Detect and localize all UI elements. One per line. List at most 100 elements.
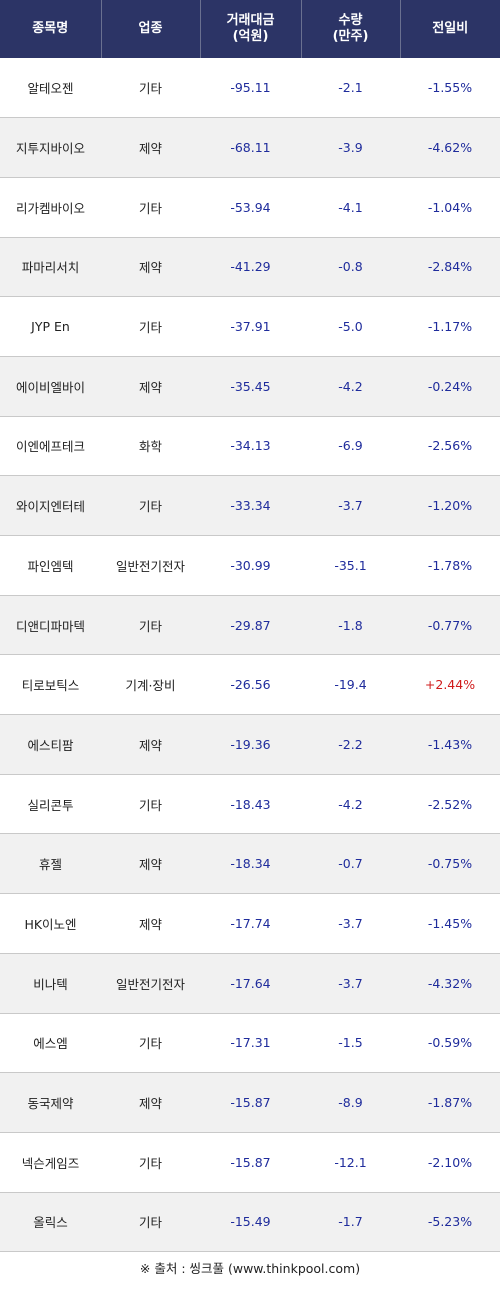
change-cell: -1.45% [400,893,500,954]
stock-name-cell: 지투지바이오 [0,117,101,178]
stock-name-cell: 이엔에프테크 [0,416,101,477]
stock-name-cell: 에스엠 [0,1013,101,1074]
sector-cell: 제약 [101,893,200,954]
quantity-cell: -1.7 [301,1192,400,1253]
stock-table-container: 종목명 업종 거래대금 (억원) 수량 (만주) 전일비 알테오젠 기타 -95.1… [0,0,500,1276]
sector-cell: 기타 [101,595,200,656]
table-row: 알테오젠 기타 -95.11 -2.1 -1.55% [0,58,500,119]
quantity-cell: -3.9 [301,117,400,178]
table-row: 리가켐바이오 기타 -53.94 -4.1 -1.04% [0,177,500,238]
stock-name-cell: 디앤디파마텍 [0,595,101,656]
table-row: JYP En 기타 -37.91 -5.0 -1.17% [0,296,500,357]
table-row: 동국제약 제약 -15.87 -8.9 -1.87% [0,1072,500,1133]
change-cell: -0.59% [400,1013,500,1074]
stock-name-cell: 올릭스 [0,1192,101,1253]
header-stock-name: 종목명 [0,0,101,58]
change-cell: -2.84% [400,237,500,298]
sector-cell: 화학 [101,416,200,477]
table-row: 휴젤 제약 -18.34 -0.7 -0.75% [0,833,500,895]
stock-name-cell: HK이노엔 [0,893,101,954]
trade-amount-cell: -37.91 [200,296,301,357]
quantity-cell: -35.1 [301,535,400,596]
quantity-cell: -0.8 [301,237,400,298]
sector-cell: 기계·장비 [101,654,200,716]
change-cell: -0.75% [400,833,500,895]
quantity-cell: -4.2 [301,356,400,417]
stock-table: 종목명 업종 거래대금 (억원) 수량 (만주) 전일비 알테오젠 기타 -95.1… [0,0,500,1253]
sector-cell: 제약 [101,117,200,178]
trade-amount-cell: -15.49 [200,1192,301,1253]
sector-cell: 기타 [101,1132,200,1193]
stock-name-cell: 에스티팜 [0,714,101,775]
trade-amount-cell: -30.99 [200,535,301,596]
sector-cell: 제약 [101,833,200,895]
quantity-cell: -1.8 [301,595,400,656]
quantity-cell: -6.9 [301,416,400,477]
change-cell: -2.56% [400,416,500,477]
stock-name-cell: 넥슨게임즈 [0,1132,101,1193]
sector-cell: 제약 [101,356,200,417]
trade-amount-cell: -33.34 [200,475,301,536]
change-cell: -1.55% [400,58,500,119]
table-row: 파인엠텍 일반전기전자 -30.99 -35.1 -1.78% [0,535,500,596]
sector-cell: 기타 [101,296,200,357]
table-header: 종목명 업종 거래대금 (억원) 수량 (만주) 전일비 [0,0,500,58]
quantity-cell: -1.5 [301,1013,400,1074]
change-cell: -4.32% [400,953,500,1014]
change-cell: -5.23% [400,1192,500,1253]
table-row: 파마리서치 제약 -41.29 -0.8 -2.84% [0,237,500,298]
trade-amount-cell: -41.29 [200,237,301,298]
sector-cell: 제약 [101,714,200,775]
table-body: 알테오젠 기타 -95.11 -2.1 -1.55% 지투지바이오 제약 -68.11 -3.9… [0,58,500,1253]
change-cell: -0.24% [400,356,500,417]
stock-name-cell: 티로보틱스 [0,654,101,716]
change-cell: -2.52% [400,774,500,835]
table-row: 에스티팜 제약 -19.36 -2.2 -1.43% [0,714,500,775]
trade-amount-cell: -26.56 [200,654,301,716]
quantity-cell: -8.9 [301,1072,400,1133]
sector-cell: 기타 [101,1192,200,1253]
trade-amount-cell: -18.43 [200,774,301,835]
table-row: 실리콘투 기타 -18.43 -4.2 -2.52% [0,774,500,835]
table-row: 디앤디파마텍 기타 -29.87 -1.8 -0.77% [0,595,500,656]
quantity-cell: -12.1 [301,1132,400,1193]
trade-amount-cell: -34.13 [200,416,301,477]
change-cell: -2.10% [400,1132,500,1193]
table-row: 올릭스 기타 -15.49 -1.7 -5.23% [0,1192,500,1253]
header-trade-amount-unit: (억원) [232,29,269,44]
source-note: ※ 출처 : 씽크풀 (www.thinkpool.com) [139,1261,361,1276]
stock-name-cell: JYP En [0,296,101,357]
stock-name-cell: 비나텍 [0,953,101,1014]
table-row: 에이비엘바이 제약 -35.45 -4.2 -0.24% [0,356,500,417]
sector-cell: 기타 [101,774,200,835]
change-cell: -1.87% [400,1072,500,1133]
quantity-cell: -19.4 [301,654,400,716]
table-row: HK이노엔 제약 -17.74 -3.7 -1.45% [0,893,500,954]
header-trade-amount: 거래대금 (억원) [199,0,301,58]
trade-amount-cell: -19.36 [200,714,301,775]
change-cell: +2.44% [400,654,500,716]
sector-cell: 제약 [101,237,200,298]
change-cell: -4.62% [400,117,500,178]
quantity-cell: -2.1 [301,58,400,119]
table-row: 비나텍 일반전기전자 -17.64 -3.7 -4.32% [0,953,500,1014]
trade-amount-cell: -35.45 [200,356,301,417]
stock-name-cell: 리가켐바이오 [0,177,101,238]
header-trade-amount-label: 거래대금 [226,13,275,28]
sector-cell: 기타 [101,475,200,536]
trade-amount-cell: -95.11 [200,58,301,119]
trade-amount-cell: -29.87 [200,595,301,656]
sector-cell: 기타 [101,177,200,238]
quantity-cell: -4.1 [301,177,400,238]
sector-cell: 제약 [101,1072,200,1133]
quantity-cell: -3.7 [301,893,400,954]
trade-amount-cell: -15.87 [200,1132,301,1193]
quantity-cell: -3.7 [301,475,400,536]
change-cell: -1.17% [400,296,500,357]
quantity-cell: -0.7 [301,833,400,895]
change-cell: -1.20% [400,475,500,536]
change-cell: -1.43% [400,714,500,775]
trade-amount-cell: -17.74 [200,893,301,954]
change-cell: -1.78% [400,535,500,596]
table-row: 넥슨게임즈 기타 -15.87 -12.1 -2.10% [0,1132,500,1193]
